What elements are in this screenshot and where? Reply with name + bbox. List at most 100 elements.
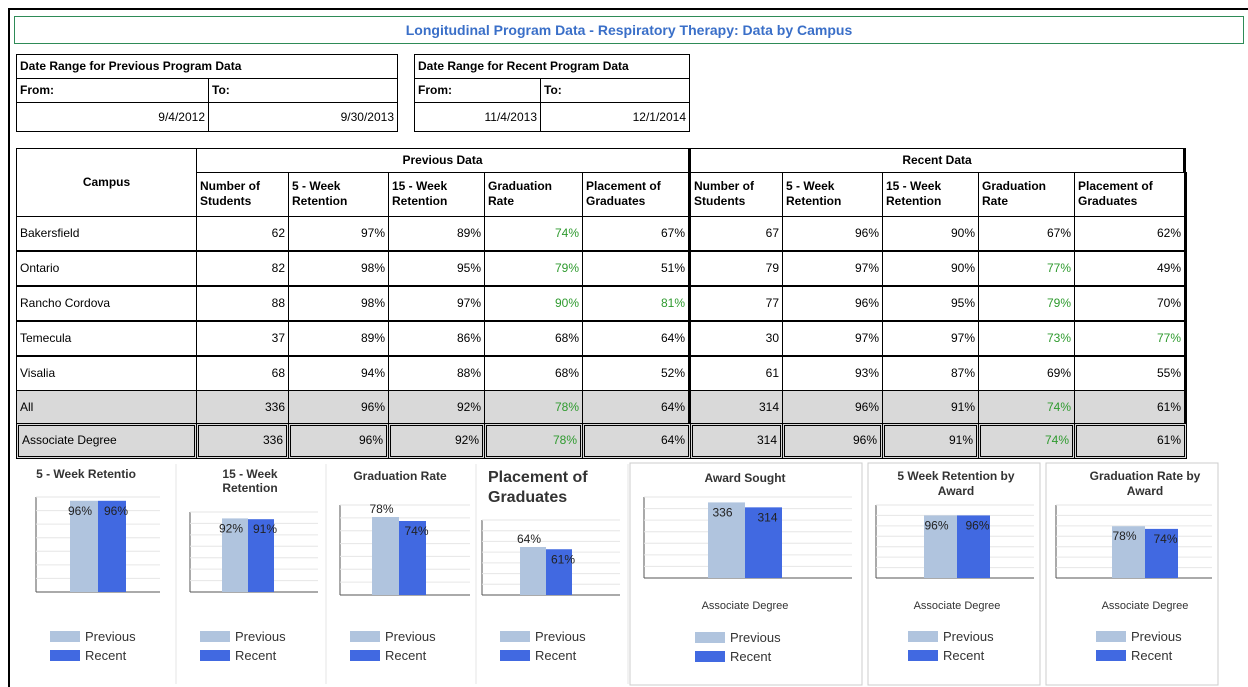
legend-swatch bbox=[350, 631, 380, 642]
campus-header: Campus bbox=[16, 148, 197, 217]
table-value: 94% bbox=[288, 355, 389, 392]
table-value: 86% bbox=[388, 320, 485, 357]
legend-swatch bbox=[350, 650, 380, 661]
to-date: 9/30/2013 bbox=[208, 102, 398, 132]
chart: 5 - Week Retentio 96% 96% Previous Recent bbox=[35, 464, 177, 684]
bar bbox=[546, 549, 572, 595]
chart-title-line: Award bbox=[1127, 484, 1163, 498]
table-value: 68% bbox=[484, 320, 583, 357]
table-value: 97% bbox=[388, 285, 485, 322]
to-label: To: bbox=[208, 78, 398, 103]
table-value: 74% bbox=[978, 390, 1075, 425]
column-header: Placement of Graduates bbox=[582, 172, 691, 217]
bar bbox=[98, 500, 126, 592]
table-value: 95% bbox=[882, 285, 979, 322]
table-value: 78% bbox=[484, 390, 583, 425]
table-value: 91% bbox=[882, 390, 979, 425]
table-value: 96% bbox=[782, 216, 883, 252]
legend-label: Recent bbox=[535, 648, 577, 663]
chart: Graduation Rate 78% 74% Previous Recent bbox=[339, 464, 477, 684]
legend-swatch bbox=[200, 650, 230, 661]
group-header: Previous Data bbox=[196, 148, 691, 173]
bar bbox=[399, 521, 426, 595]
table-value: 74% bbox=[484, 216, 583, 252]
table-value: 81% bbox=[582, 285, 691, 322]
chart-title: Placement of Graduates bbox=[488, 469, 588, 506]
table-value: 314 bbox=[690, 423, 783, 459]
campus-name: Rancho Cordova bbox=[16, 285, 197, 322]
to-date: 12/1/2014 bbox=[540, 102, 690, 132]
legend-label: Recent bbox=[85, 648, 127, 663]
table-value: 67 bbox=[690, 216, 783, 252]
column-header: 5 - Week Retention bbox=[782, 172, 883, 217]
chart: Award Sought 336 314 Associate Degree Previo… bbox=[629, 462, 863, 686]
table-value: 78% bbox=[484, 423, 583, 459]
value-label: 96% bbox=[68, 504, 92, 518]
table-value: 98% bbox=[288, 285, 389, 322]
table-value: 64% bbox=[582, 423, 691, 459]
chart-title: 5 Week Retention by Award bbox=[897, 469, 1014, 498]
table-value: 82 bbox=[196, 250, 289, 287]
chart: 15 - Week Retention 92% 91% Previous Recent bbox=[189, 464, 327, 684]
table-value: 68 bbox=[196, 355, 289, 392]
table-value: 79 bbox=[690, 250, 783, 287]
table-value: 49% bbox=[1074, 250, 1187, 287]
chart: 5 Week Retention by Award 96% 96% Associate … bbox=[867, 462, 1041, 686]
column-header: 15 - Week Retention bbox=[388, 172, 485, 217]
table-value: 89% bbox=[288, 320, 389, 357]
frame bbox=[8, 8, 1248, 687]
table-value: 90% bbox=[484, 285, 583, 322]
value-label: 92% bbox=[219, 521, 243, 535]
legend-swatch bbox=[1096, 650, 1126, 661]
table-value: 89% bbox=[388, 216, 485, 252]
table-value: 61% bbox=[1074, 390, 1187, 425]
table-value: 96% bbox=[288, 423, 389, 459]
table-value: 336 bbox=[196, 390, 289, 425]
from-label: From: bbox=[414, 78, 541, 103]
bar bbox=[372, 517, 399, 595]
chart-title-line: Graduates bbox=[488, 489, 567, 506]
column-header: Graduation Rate bbox=[978, 172, 1075, 217]
value-label: 78% bbox=[369, 502, 393, 516]
value-label: 91% bbox=[253, 522, 277, 536]
legend-label: Recent bbox=[730, 649, 772, 664]
to-label: To: bbox=[540, 78, 690, 103]
table-value: 70% bbox=[1074, 285, 1187, 322]
legend-swatch bbox=[50, 631, 80, 642]
campus-name: Associate Degree bbox=[16, 423, 197, 459]
value-label: 336 bbox=[712, 505, 732, 519]
campus-name: Bakersfield bbox=[16, 216, 197, 252]
from-label: From: bbox=[16, 78, 209, 103]
table-value: 62 bbox=[196, 216, 289, 252]
from-date: 9/4/2012 bbox=[16, 102, 209, 132]
group-header: Recent Data bbox=[690, 148, 1186, 173]
legend-swatch bbox=[908, 650, 938, 661]
table-value: 37 bbox=[196, 320, 289, 357]
value-label: 64% bbox=[517, 532, 541, 546]
table-value: 336 bbox=[196, 423, 289, 459]
bar bbox=[745, 507, 782, 578]
table-value: 97% bbox=[782, 250, 883, 287]
value-label: 74% bbox=[1153, 532, 1177, 546]
chart: Graduation Rate by Award 78% 74% Associate D… bbox=[1045, 462, 1219, 686]
bar bbox=[924, 515, 957, 578]
chart-title-line: Award bbox=[938, 484, 974, 498]
table-value: 96% bbox=[288, 390, 389, 425]
table-value: 98% bbox=[288, 250, 389, 287]
table-value: 90% bbox=[882, 216, 979, 252]
table-value: 96% bbox=[782, 423, 883, 459]
table-value: 91% bbox=[882, 423, 979, 459]
column-header: 15 - Week Retention bbox=[882, 172, 979, 217]
chart-title-line: Graduation Rate bbox=[353, 469, 447, 483]
table-value: 55% bbox=[1074, 355, 1187, 392]
table-value: 69% bbox=[978, 355, 1075, 392]
date-range-heading: Date Range for Previous Program Data bbox=[16, 54, 398, 79]
table-value: 79% bbox=[978, 285, 1075, 322]
legend-swatch bbox=[695, 632, 725, 643]
column-header: Placement of Graduates bbox=[1074, 172, 1187, 217]
report-title: Longitudinal Program Data - Respiratory … bbox=[14, 16, 1244, 44]
chart-title-line: Retention bbox=[222, 481, 277, 495]
chart: Placement of Graduates 64% 61% Previous Recen… bbox=[481, 464, 629, 684]
table-value: 95% bbox=[388, 250, 485, 287]
